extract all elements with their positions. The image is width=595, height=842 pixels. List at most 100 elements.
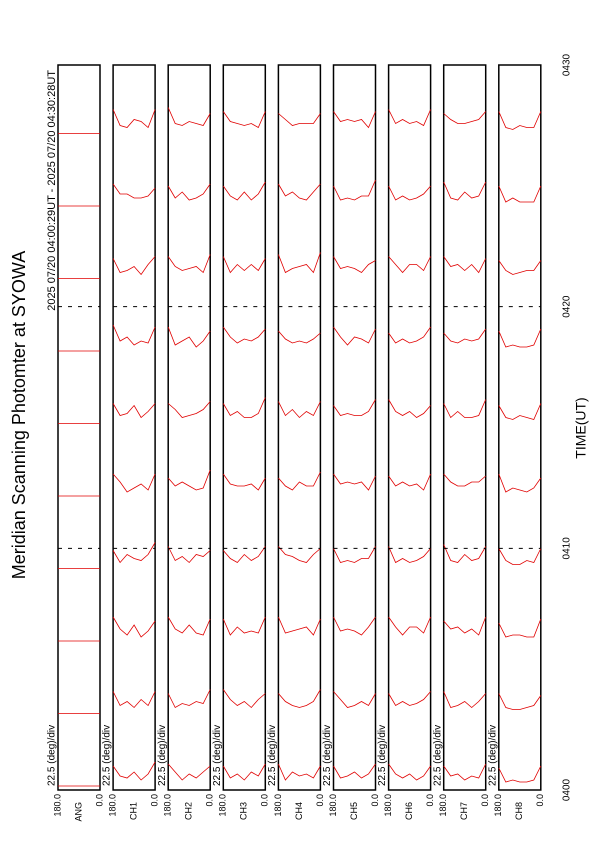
scan-trace bbox=[333, 616, 376, 636]
scan-trace bbox=[443, 256, 487, 274]
scan-trace bbox=[498, 260, 542, 275]
x-axis-label: TIME(UT) bbox=[573, 397, 589, 458]
scan-trace bbox=[112, 473, 156, 493]
scale-label: 22.5 (deg)/div bbox=[322, 725, 333, 786]
x-tick-label: 0430 bbox=[562, 53, 573, 76]
scan-trace bbox=[167, 616, 211, 636]
scale-label: 22.5 (deg)/div bbox=[267, 725, 278, 786]
scan-trace bbox=[443, 399, 487, 419]
channel-label: CH1 bbox=[128, 802, 138, 820]
scan-trace bbox=[333, 473, 376, 491]
scale-label: 22.5 (deg)/div bbox=[487, 725, 498, 786]
scan-trace bbox=[498, 765, 542, 783]
scan-trace bbox=[498, 328, 542, 348]
channel-label: CH6 bbox=[404, 802, 414, 820]
y-tick-label: 180.0 bbox=[107, 794, 117, 817]
scan-trace bbox=[222, 473, 266, 491]
scale-label: 22.5 (deg)/div bbox=[102, 725, 113, 786]
scan-trace bbox=[388, 109, 431, 127]
x-tick-label: 0400 bbox=[562, 778, 573, 801]
y-tick-label: 180.0 bbox=[438, 794, 448, 817]
scan-trace bbox=[388, 473, 431, 491]
panel-frame bbox=[167, 64, 211, 791]
scan-trace bbox=[167, 546, 211, 564]
scan-trace bbox=[278, 616, 321, 636]
chart-title: Meridian Scanning Photomter at SYOWA bbox=[9, 251, 29, 579]
scan-trace bbox=[333, 691, 376, 708]
scan-trace bbox=[112, 183, 156, 199]
channel-label: CH2 bbox=[184, 802, 194, 820]
y-tick-label: 0.0 bbox=[535, 794, 545, 807]
scan-trace bbox=[278, 546, 321, 563]
x-tick-label: 0410 bbox=[562, 537, 573, 560]
y-tick-label: 0.0 bbox=[149, 794, 159, 807]
scan-trace bbox=[167, 689, 211, 709]
y-tick-label: 0.0 bbox=[480, 794, 490, 807]
scan-trace bbox=[443, 181, 487, 201]
scan-trace bbox=[443, 328, 487, 344]
scan-trace bbox=[112, 403, 156, 419]
scan-trace bbox=[222, 326, 266, 344]
scale-label: 22.5 (deg)/div bbox=[212, 725, 223, 786]
scan-trace bbox=[278, 763, 321, 781]
scan-trace bbox=[167, 326, 211, 348]
scale-label: 22.5 (deg)/div bbox=[432, 725, 443, 786]
scan-trace bbox=[112, 761, 156, 781]
scan-trace bbox=[498, 185, 542, 203]
scan-trace bbox=[388, 763, 431, 781]
channel-label: CH8 bbox=[514, 802, 524, 820]
scale-label: 22.5 (deg)/div bbox=[377, 725, 388, 786]
scan-trace bbox=[443, 616, 487, 636]
scan-trace bbox=[278, 471, 321, 491]
panel-frame bbox=[277, 64, 322, 791]
scan-trace bbox=[333, 763, 376, 779]
scan-trace bbox=[167, 107, 211, 126]
scan-trace bbox=[222, 546, 266, 564]
scan-trace bbox=[333, 326, 376, 346]
scan-trace bbox=[112, 324, 156, 346]
scan-trace bbox=[222, 111, 266, 129]
panel-frame bbox=[498, 64, 542, 791]
scan-trace bbox=[333, 111, 376, 129]
channel-label: CH5 bbox=[349, 802, 359, 820]
scan-trace bbox=[333, 546, 376, 563]
channel-label: CH4 bbox=[294, 802, 304, 820]
panel-frame bbox=[57, 64, 101, 791]
scan-trace bbox=[443, 691, 487, 709]
scan-trace bbox=[388, 399, 431, 418]
scan-trace bbox=[388, 185, 431, 201]
scan-trace bbox=[443, 544, 487, 563]
scan-trace bbox=[167, 401, 211, 418]
scale-label: 22.5 (deg)/div bbox=[47, 725, 58, 786]
panel-frame bbox=[387, 64, 432, 791]
y-tick-label: 0.0 bbox=[94, 794, 104, 807]
channel-label: ANG bbox=[73, 802, 83, 822]
scan-trace bbox=[388, 256, 431, 274]
scan-trace bbox=[388, 546, 431, 564]
landscape-frame: Meridian Scanning Photomter at SYOWA 202… bbox=[9, 53, 589, 821]
scan-trace bbox=[222, 181, 266, 201]
scan-trace bbox=[278, 330, 321, 344]
y-tick-label: 180.0 bbox=[52, 794, 62, 817]
panel-frame bbox=[112, 64, 156, 791]
scan-trace bbox=[278, 113, 321, 126]
panel-frame bbox=[442, 64, 487, 791]
scan-trace bbox=[112, 616, 156, 638]
scan-trace bbox=[278, 252, 321, 274]
scan-trace bbox=[112, 256, 156, 276]
scan-trace bbox=[167, 254, 211, 274]
scan-trace bbox=[278, 401, 321, 419]
scan-trace bbox=[222, 763, 266, 781]
scan-trace bbox=[222, 256, 266, 274]
scan-trace bbox=[498, 693, 542, 710]
scan-trace bbox=[333, 399, 376, 416]
scan-trace bbox=[498, 548, 542, 565]
y-tick-label: 0.0 bbox=[260, 794, 270, 807]
scale-label: 22.5 (deg)/div bbox=[157, 725, 168, 786]
scan-trace bbox=[443, 763, 487, 781]
y-tick-label: 0.0 bbox=[370, 794, 380, 807]
y-tick-label: 180.0 bbox=[493, 794, 503, 817]
y-tick-label: 180.0 bbox=[383, 794, 393, 817]
scan-trace bbox=[388, 616, 431, 636]
